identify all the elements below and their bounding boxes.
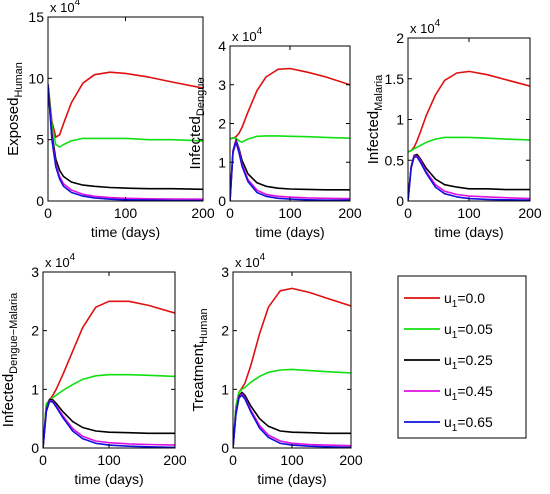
- chart-panel-4: 0 100 200 0 1 2 3 x 104 time (days) InfectedDengu…: [0, 252, 187, 487]
- y-tick-label: 5: [36, 132, 44, 148]
- y-multiplier: x 104: [45, 252, 76, 270]
- series-line-1: [48, 71, 203, 138]
- y-tick-label: 2: [221, 323, 229, 339]
- y-multiplier: x 104: [235, 252, 266, 270]
- y-tick-label: 3: [218, 77, 226, 93]
- x-axis-label: time (days): [255, 224, 324, 240]
- y-tick-label: 0: [36, 193, 44, 209]
- series-line-4: [230, 140, 350, 201]
- y-tick-label: 15: [28, 9, 44, 25]
- series-line-1: [233, 287, 351, 448]
- y-axis-label: TreatmentHuman: [190, 308, 210, 411]
- series-line-3: [408, 153, 530, 201]
- x-tick-label: 200: [339, 452, 363, 468]
- y-tick-label: 2: [218, 116, 226, 132]
- y-tick-label: 0: [221, 440, 229, 456]
- y-tick-label: 0.5: [385, 152, 405, 168]
- series-line-5: [43, 400, 175, 448]
- legend-entry-label: u1=0.05: [444, 321, 493, 341]
- axes-frame: [407, 37, 531, 202]
- x-tick-label: 200: [163, 452, 187, 468]
- axes-frame: [47, 16, 204, 202]
- series-line-2: [233, 368, 351, 448]
- x-tick-label: 100: [280, 452, 304, 468]
- y-tick-label: 4: [218, 38, 226, 54]
- x-tick-label: 0: [229, 452, 237, 468]
- legend-entry-label: u1=0.25: [444, 352, 493, 372]
- y-multiplier: x 104: [410, 18, 441, 36]
- y-tick-label: 0: [396, 193, 404, 209]
- y-tick-label: 1: [218, 154, 226, 170]
- y-axis-label: InfectedDengue: [187, 78, 207, 170]
- y-tick-label: 0: [31, 440, 39, 456]
- x-axis-label: time (days): [434, 224, 503, 240]
- x-tick-label: 100: [457, 205, 481, 221]
- x-tick-label: 0: [404, 205, 412, 221]
- y-tick-label: 1: [221, 381, 229, 397]
- x-tick-label: 200: [518, 205, 542, 221]
- x-tick-label: 0: [226, 205, 234, 221]
- axes-frame: [232, 271, 352, 449]
- legend-entry-label: u1=0.45: [444, 383, 493, 403]
- y-tick-label: 1: [396, 112, 404, 128]
- x-tick-label: 100: [97, 452, 121, 468]
- series-line-4: [43, 399, 175, 448]
- axes-frame: [42, 271, 176, 449]
- y-multiplier: x 104: [232, 26, 263, 44]
- x-tick-label: 200: [191, 205, 215, 221]
- series-line-3: [230, 139, 350, 201]
- chart-panel-3: 0 100 200 0 0.5 1 1.5 2 x 104 time (days) Infected…: [365, 18, 542, 240]
- series-line-5: [230, 141, 350, 201]
- y-tick-label: 2: [396, 30, 404, 46]
- series-line-3: [43, 398, 175, 448]
- series-line-1: [408, 70, 530, 153]
- y-multiplier: x 104: [50, 0, 81, 15]
- series-line-2: [230, 135, 350, 143]
- series-line-5: [48, 84, 203, 201]
- y-tick-label: 3: [221, 264, 229, 280]
- y-axis-label: ExposedHuman: [5, 62, 25, 156]
- series-line-3: [233, 391, 351, 448]
- y-tick-label: 10: [28, 70, 44, 86]
- x-tick-label: 100: [114, 205, 138, 221]
- y-tick-label: 2: [31, 323, 39, 339]
- series-line-1: [230, 67, 350, 140]
- x-axis-label: time (days): [257, 471, 326, 487]
- x-tick-label: 100: [278, 205, 302, 221]
- chart-panel-5: 0 100 200 0 1 2 3 x 104 time (days) TreatmentHuma…: [190, 252, 363, 487]
- legend: u1=0.0 u1=0.05 u1=0.25 u1=0.45 u1=0.65: [397, 275, 527, 439]
- y-tick-label: 1: [31, 381, 39, 397]
- x-tick-label: 200: [338, 205, 362, 221]
- y-tick-label: 0: [218, 193, 226, 209]
- legend-entry-label: u1=0.65: [444, 414, 493, 434]
- legend-entry-label: u1=0.0: [444, 290, 485, 310]
- y-axis-label: InfectedDengue−Malaria: [0, 292, 20, 427]
- x-axis-label: time (days): [74, 471, 143, 487]
- legend-box: [397, 275, 527, 439]
- series-line-5: [233, 394, 351, 448]
- y-tick-label: 1.5: [385, 71, 405, 87]
- series-line-2: [48, 84, 203, 148]
- chart-panel-1: 0 100 200 0 5 10 15 x 104 time (days) ExposedHuma…: [5, 0, 215, 240]
- series-line-2: [408, 136, 530, 153]
- series-line-3: [48, 84, 203, 191]
- y-axis-label: InfectedMalaria: [365, 74, 385, 164]
- y-tick-label: 3: [31, 264, 39, 280]
- x-tick-label: 0: [39, 452, 47, 468]
- x-tick-label: 0: [44, 205, 52, 221]
- series-line-5: [408, 156, 530, 201]
- series-line-4: [233, 393, 351, 448]
- x-axis-label: time (days): [91, 224, 160, 240]
- series-line-4: [408, 155, 530, 201]
